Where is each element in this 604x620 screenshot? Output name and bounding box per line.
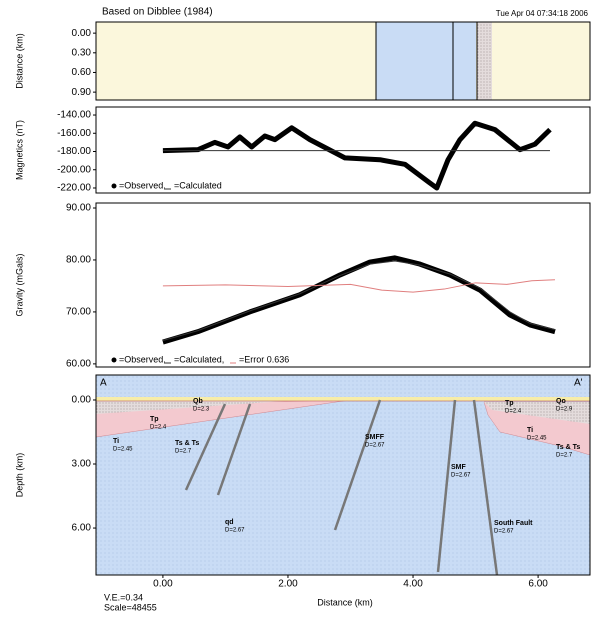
unit-name: Ts & Ts bbox=[556, 444, 580, 451]
unit-density: D=2.67 bbox=[225, 528, 245, 534]
legend-label: =Calculated, bbox=[174, 354, 224, 364]
y-tick-label: 0.90 bbox=[72, 87, 92, 98]
y-tick-label: -160.00 bbox=[57, 128, 91, 139]
legend-swatch bbox=[112, 184, 117, 189]
unit-name: Qb bbox=[193, 398, 203, 405]
unit-density: D=2.3 bbox=[193, 407, 210, 413]
y-tick-label: -140.00 bbox=[57, 110, 91, 121]
unit-density: D=2.7 bbox=[556, 453, 573, 459]
unit-density: D=2.45 bbox=[113, 447, 133, 453]
y-tick-label: 0.30 bbox=[72, 47, 92, 58]
y-tick-label: 90.00 bbox=[66, 203, 91, 214]
unit-density: D=2.4 bbox=[505, 409, 522, 415]
legend-label: =Observed, bbox=[119, 354, 166, 364]
unit-name: Ti bbox=[113, 438, 119, 445]
y-tick-label: 3.00 bbox=[72, 459, 92, 470]
y-tick-label: -220.00 bbox=[57, 183, 91, 194]
series-line bbox=[163, 123, 550, 188]
unit-name: Ti bbox=[527, 427, 533, 434]
section-end: A bbox=[100, 378, 107, 389]
unit-density: D=2.7 bbox=[175, 449, 192, 455]
unit-name: South Fault bbox=[494, 520, 533, 527]
x-tick-label: 6.00 bbox=[528, 579, 548, 590]
unit-density: D=2.9 bbox=[556, 407, 573, 413]
y-tick-label: 60.00 bbox=[66, 359, 91, 370]
section-shapes bbox=[96, 375, 590, 575]
unit-density: D=2.67 bbox=[451, 473, 471, 479]
unit-density: D=2.45 bbox=[527, 436, 547, 442]
series-line bbox=[163, 280, 555, 292]
legend-label: =Calculated bbox=[174, 180, 222, 190]
y-axis-label: Distance (km) bbox=[14, 33, 24, 89]
unit-name: Ts & Ts bbox=[175, 440, 199, 447]
series-line bbox=[163, 261, 555, 341]
x-tick-label: 0.00 bbox=[153, 579, 173, 590]
y-tick-label: 80.00 bbox=[66, 255, 91, 266]
y-tick-label: 0.00 bbox=[72, 28, 92, 39]
title: Based on Dibblee (1984) bbox=[102, 7, 213, 18]
y-axis-label: Magnetics (nT) bbox=[14, 120, 24, 180]
legend-swatch bbox=[112, 358, 117, 363]
y-axis-label: Depth (km) bbox=[14, 453, 24, 498]
note: Scale=48455 bbox=[104, 602, 157, 612]
legend-label: =Error 0.636 bbox=[239, 354, 289, 364]
y-tick-label: 6.00 bbox=[72, 523, 92, 534]
y-tick-label: -180.00 bbox=[57, 146, 91, 157]
y-tick-label: 0.60 bbox=[72, 67, 92, 78]
note: V.E.=0.34 bbox=[104, 592, 143, 602]
unit-name: Tp bbox=[505, 400, 514, 407]
legend-label: =Observed, bbox=[119, 180, 166, 190]
y-tick-label: 70.00 bbox=[66, 307, 91, 318]
unit-density: D=2.67 bbox=[494, 529, 514, 535]
unit-name: SMF bbox=[451, 464, 467, 471]
x-tick-label: 2.00 bbox=[278, 579, 298, 590]
x-tick-label: 4.00 bbox=[403, 579, 423, 590]
strip-shapes bbox=[96, 22, 590, 100]
section-end: A' bbox=[574, 378, 583, 389]
y-tick-label: 0.00 bbox=[72, 395, 92, 406]
unit-name: Tp bbox=[150, 416, 159, 423]
y-axis-label: Gravity (mGals) bbox=[14, 253, 24, 316]
unit-name: qd bbox=[225, 519, 234, 526]
unit-name: Qo bbox=[556, 398, 566, 405]
unit-name: SMFF bbox=[365, 434, 385, 441]
y-tick-label: -200.00 bbox=[57, 164, 91, 175]
series-line bbox=[163, 258, 555, 342]
unit-density: D=2.67 bbox=[365, 443, 385, 449]
x-axis-label: Distance (km) bbox=[317, 597, 373, 607]
timestamp: Tue Apr 04 07:34:18 2006 bbox=[496, 9, 589, 18]
chart: Based on Dibblee (1984) Tue Apr 04 07:34… bbox=[0, 0, 604, 615]
unit-density: D=2.4 bbox=[150, 425, 167, 431]
